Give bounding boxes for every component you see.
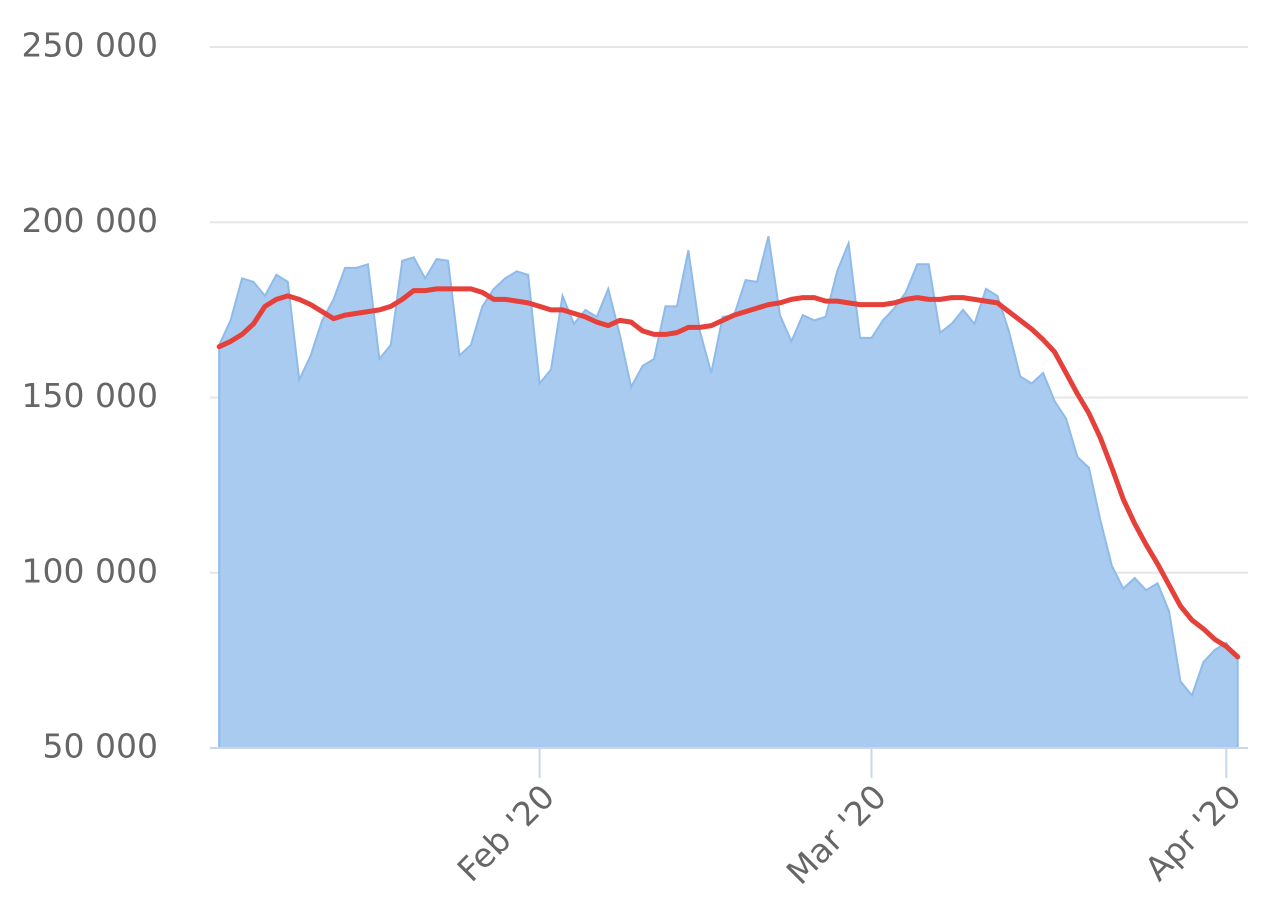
y-tick-label: 200 000	[22, 201, 158, 240]
x-tick-label: Mar '20	[779, 777, 894, 892]
x-tick-label: Feb '20	[450, 777, 562, 889]
y-tick-label: 250 000	[22, 26, 158, 65]
y-tick-label: 150 000	[22, 376, 158, 415]
x-tick-label: Apr '20	[1137, 777, 1248, 888]
line	[216, 286, 1241, 660]
y-tick-label: 100 000	[22, 551, 158, 590]
y-tick-label: 50 000	[43, 727, 158, 766]
